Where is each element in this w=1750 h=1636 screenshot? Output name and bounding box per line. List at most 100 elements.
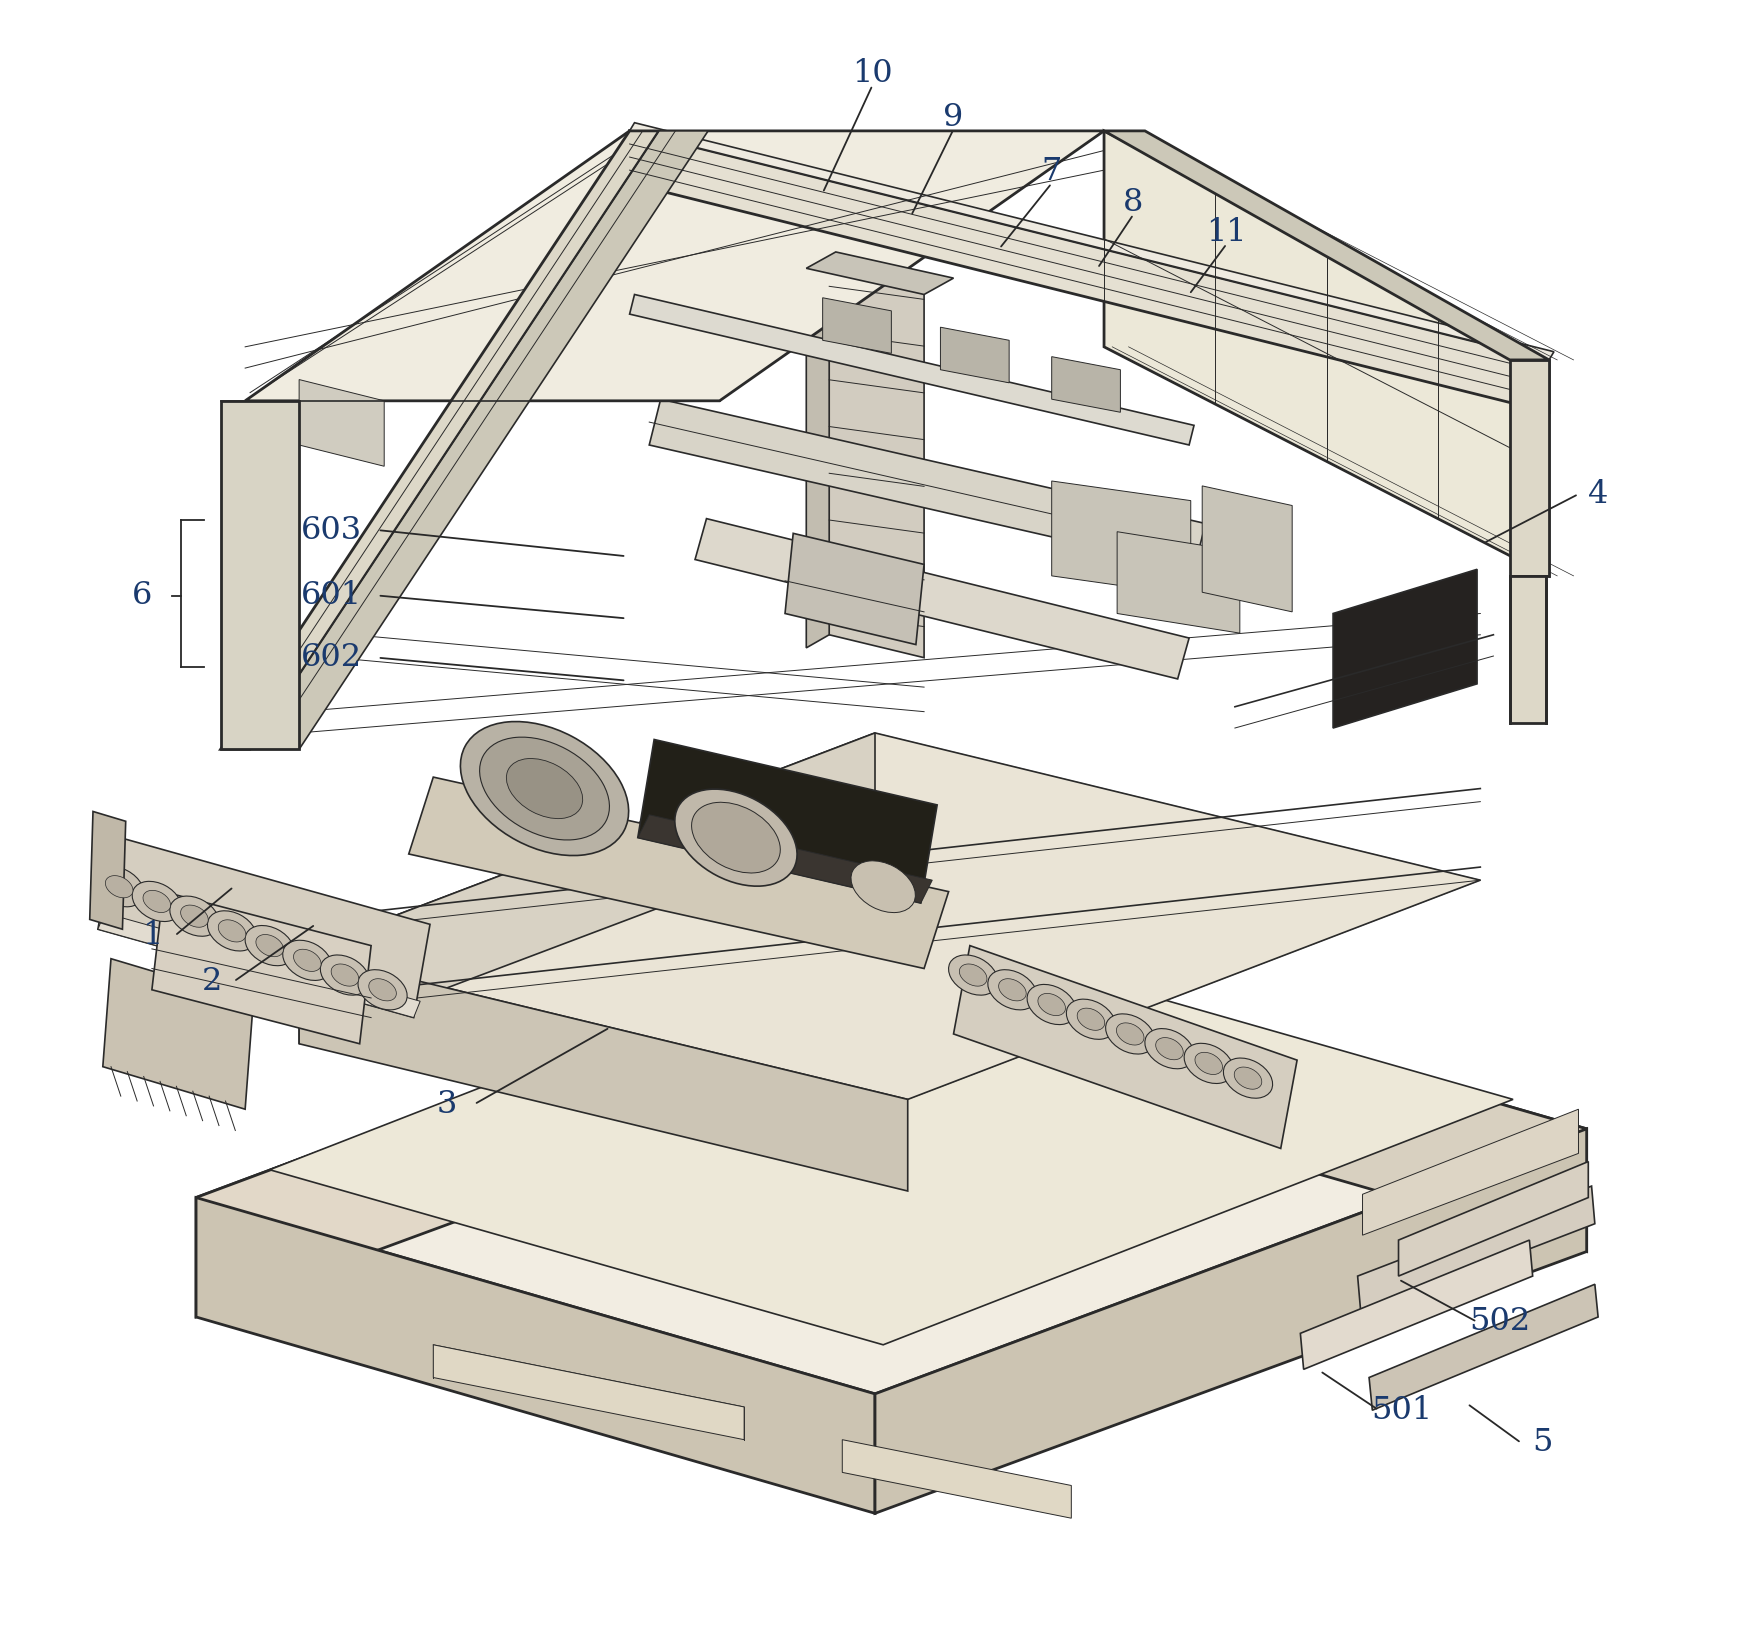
Ellipse shape xyxy=(506,759,583,818)
Text: 4: 4 xyxy=(1587,479,1608,509)
Polygon shape xyxy=(270,924,1514,1345)
Text: 11: 11 xyxy=(1206,218,1248,247)
Polygon shape xyxy=(196,933,908,1317)
Polygon shape xyxy=(196,1198,875,1513)
Polygon shape xyxy=(220,401,299,749)
Ellipse shape xyxy=(1223,1058,1272,1098)
Ellipse shape xyxy=(94,867,144,906)
Text: 10: 10 xyxy=(852,59,892,88)
Polygon shape xyxy=(637,739,938,903)
Text: 603: 603 xyxy=(301,515,362,545)
Ellipse shape xyxy=(1038,993,1066,1016)
Ellipse shape xyxy=(987,970,1038,1009)
Ellipse shape xyxy=(480,738,609,839)
Polygon shape xyxy=(1052,357,1120,412)
Ellipse shape xyxy=(1144,1029,1194,1068)
Text: 2: 2 xyxy=(203,967,222,996)
Polygon shape xyxy=(875,1129,1587,1513)
Ellipse shape xyxy=(1106,1014,1155,1054)
Ellipse shape xyxy=(959,964,987,987)
Polygon shape xyxy=(196,933,1587,1394)
Ellipse shape xyxy=(255,934,284,957)
Ellipse shape xyxy=(170,897,219,936)
Polygon shape xyxy=(786,533,924,645)
Ellipse shape xyxy=(180,905,208,928)
Polygon shape xyxy=(822,298,891,353)
Polygon shape xyxy=(299,733,1480,1099)
Text: 7: 7 xyxy=(1041,157,1062,187)
Polygon shape xyxy=(1363,1109,1578,1235)
Text: 602: 602 xyxy=(301,643,362,672)
Polygon shape xyxy=(630,131,1549,412)
Ellipse shape xyxy=(359,970,408,1009)
Text: 601: 601 xyxy=(301,581,362,610)
Polygon shape xyxy=(649,399,1206,569)
Polygon shape xyxy=(152,892,371,1044)
Ellipse shape xyxy=(1078,1008,1104,1031)
Text: 1: 1 xyxy=(142,921,163,951)
Polygon shape xyxy=(695,519,1188,679)
Polygon shape xyxy=(1104,131,1549,576)
Ellipse shape xyxy=(1195,1052,1223,1075)
Text: 5: 5 xyxy=(1533,1428,1552,1458)
Ellipse shape xyxy=(1234,1067,1262,1090)
Polygon shape xyxy=(940,327,1010,383)
Text: 8: 8 xyxy=(1124,188,1144,218)
Ellipse shape xyxy=(284,941,332,980)
Polygon shape xyxy=(908,933,1587,1252)
Ellipse shape xyxy=(1027,985,1076,1024)
Polygon shape xyxy=(842,1440,1071,1518)
Ellipse shape xyxy=(219,919,245,942)
Polygon shape xyxy=(1510,576,1545,723)
Ellipse shape xyxy=(850,861,915,913)
Ellipse shape xyxy=(105,875,133,898)
Ellipse shape xyxy=(999,978,1026,1001)
Ellipse shape xyxy=(460,721,628,856)
Polygon shape xyxy=(299,380,385,466)
Text: 3: 3 xyxy=(436,1090,457,1119)
Polygon shape xyxy=(1202,486,1292,612)
Text: 9: 9 xyxy=(943,103,964,133)
Text: 501: 501 xyxy=(1372,1396,1431,1425)
Polygon shape xyxy=(830,255,924,658)
Polygon shape xyxy=(250,131,709,749)
Ellipse shape xyxy=(369,978,396,1001)
Ellipse shape xyxy=(331,964,359,987)
Ellipse shape xyxy=(144,890,170,913)
Polygon shape xyxy=(220,131,660,749)
Ellipse shape xyxy=(1155,1037,1183,1060)
Polygon shape xyxy=(630,123,1554,360)
Polygon shape xyxy=(245,131,1104,401)
Ellipse shape xyxy=(949,955,998,995)
Polygon shape xyxy=(1104,131,1549,360)
Text: 502: 502 xyxy=(1470,1307,1531,1337)
Ellipse shape xyxy=(208,911,257,951)
Polygon shape xyxy=(103,959,254,1109)
Polygon shape xyxy=(1398,1162,1589,1276)
Ellipse shape xyxy=(133,882,182,921)
Polygon shape xyxy=(410,777,949,969)
Ellipse shape xyxy=(1066,1000,1115,1039)
Ellipse shape xyxy=(676,789,796,887)
Polygon shape xyxy=(1334,569,1477,728)
Polygon shape xyxy=(954,946,1297,1148)
Polygon shape xyxy=(807,255,829,648)
Polygon shape xyxy=(434,1345,744,1440)
Ellipse shape xyxy=(1185,1044,1234,1083)
Ellipse shape xyxy=(320,955,369,995)
Polygon shape xyxy=(807,252,954,294)
Polygon shape xyxy=(98,836,430,1018)
Polygon shape xyxy=(637,815,933,903)
Polygon shape xyxy=(1510,360,1549,576)
Polygon shape xyxy=(89,811,126,929)
Ellipse shape xyxy=(1116,1022,1144,1045)
Polygon shape xyxy=(299,952,908,1191)
Polygon shape xyxy=(1116,532,1239,633)
Polygon shape xyxy=(98,913,420,1018)
Ellipse shape xyxy=(245,926,294,965)
Text: 6: 6 xyxy=(131,581,152,610)
Polygon shape xyxy=(1052,481,1190,596)
Polygon shape xyxy=(1368,1284,1598,1410)
Ellipse shape xyxy=(691,802,780,874)
Polygon shape xyxy=(299,733,875,1044)
